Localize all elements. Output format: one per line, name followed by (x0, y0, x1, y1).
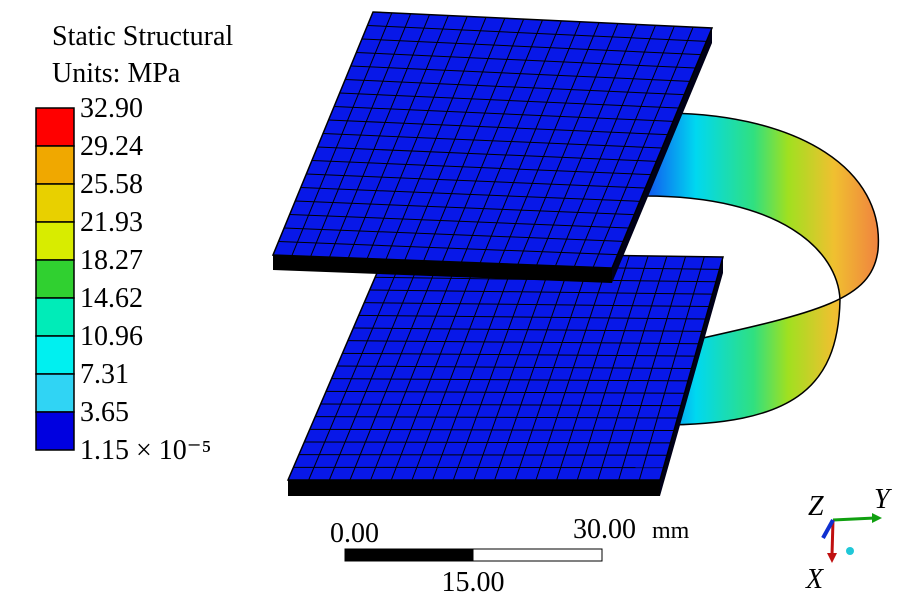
legend-swatch (35, 411, 75, 451)
mesh-line (304, 441, 671, 444)
legend-label: 3.65 (80, 397, 129, 428)
model (271, 11, 880, 496)
legend-label: 21.93 (80, 207, 143, 238)
legend-swatch (35, 221, 75, 261)
legend-label: 14.62 (80, 283, 143, 314)
y-label: Y (874, 484, 893, 515)
plate-side (612, 28, 712, 283)
scale-unit: mm (652, 518, 690, 544)
legend-swatch (35, 259, 75, 299)
mesh-line (298, 454, 668, 456)
plate-side (288, 480, 660, 496)
legend-label: 7.31 (80, 359, 129, 390)
scale-bar-white (472, 548, 603, 562)
legend-label: 10.96 (80, 321, 143, 352)
legend-swatch (35, 373, 75, 413)
legend-units: Units: MPa (52, 58, 181, 89)
legend-swatch (35, 335, 75, 375)
legend: 32.90 29.24 25.58 21.93 18.27 14.62 10.96 7.31 3… (35, 93, 211, 466)
scale-end: 30.00 (573, 514, 636, 545)
scale-start: 0.00 (330, 518, 379, 549)
mesh-line (284, 227, 624, 242)
x-axis-arrow (830, 519, 835, 556)
axis-triad: Z Y X (805, 484, 893, 595)
legend-swatch (35, 145, 75, 185)
triad-dot (846, 547, 854, 555)
legend-label: 32.90 (80, 93, 143, 124)
z-label: Z (808, 491, 824, 522)
mesh-line (278, 241, 618, 256)
legend-label: 18.27 (80, 245, 143, 276)
scale-bar-black (344, 548, 474, 562)
scale-middle: 15.00 (442, 567, 505, 598)
mesh-line (592, 26, 694, 268)
mesh-line (618, 256, 687, 481)
plate-side (273, 255, 612, 283)
legend-swatch (35, 107, 75, 147)
legend-swatch (35, 183, 75, 223)
x-arrowhead (827, 553, 837, 563)
legend-label: 25.58 (80, 169, 143, 200)
y-arrowhead (872, 513, 882, 523)
legend-label: 29.24 (80, 131, 143, 162)
plate (286, 251, 724, 496)
plate-side (660, 257, 723, 496)
plate (271, 11, 714, 283)
y-axis-arrow (832, 516, 876, 522)
legend-swatch (35, 297, 75, 337)
mesh-line (573, 26, 675, 267)
mesh-line (638, 256, 705, 481)
legend-title: Static Structural (52, 21, 233, 52)
legend-label: 1.15 × 10⁻⁵ (80, 435, 211, 466)
mesh-line (289, 214, 629, 229)
x-label: X (805, 564, 824, 595)
z-axis-arrow (821, 519, 835, 539)
